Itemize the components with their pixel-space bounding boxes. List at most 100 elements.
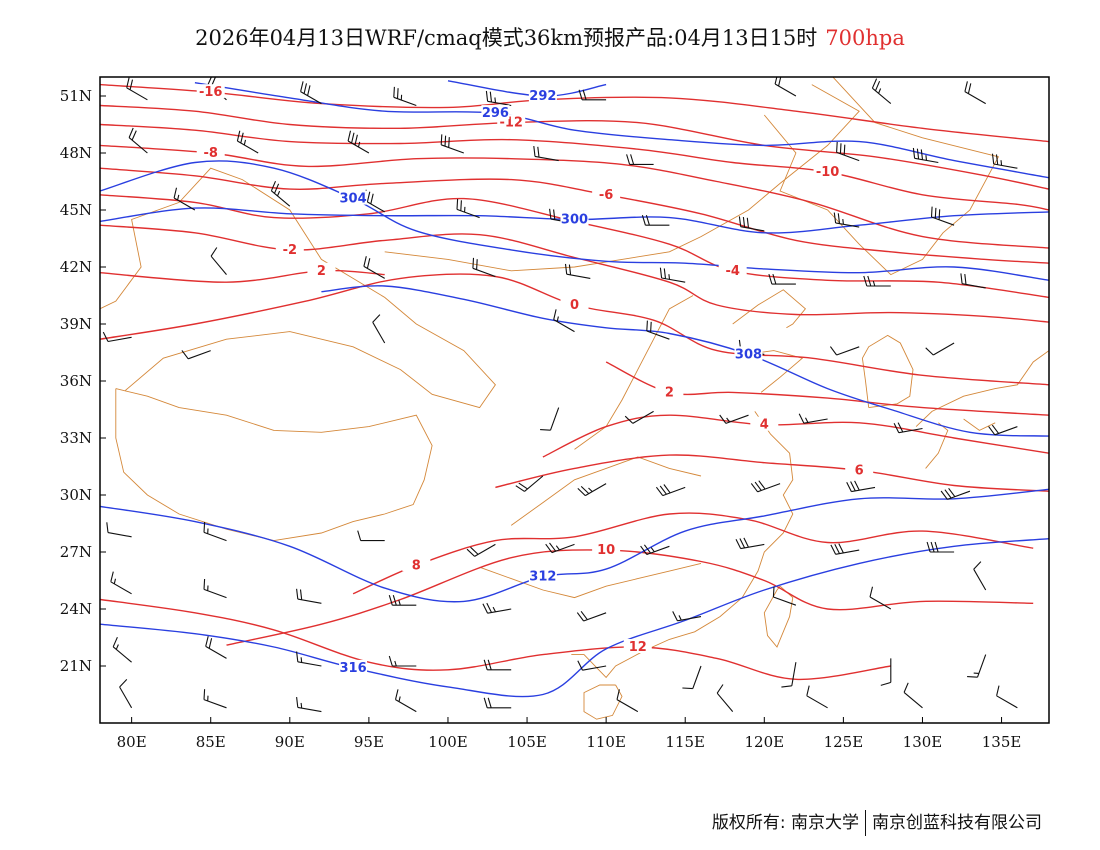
wind-barb [768,273,796,285]
wind-barb [106,522,132,538]
wind-barb [869,586,892,610]
contour-label: 10 [597,543,615,558]
wind-barb [388,655,417,667]
contour-label-bg [750,416,779,431]
wind-barb [646,320,670,340]
footer-separator [865,810,866,836]
wind-barb [772,586,797,606]
height-contours [100,80,1049,698]
wind-barb [540,407,560,431]
wind-barb [372,314,386,344]
contour-line [447,80,607,97]
contour-label-bg [560,297,589,311]
wind-barb [659,267,686,283]
contour-label: 292 [529,89,556,104]
border-line [510,456,702,526]
contour-line [100,123,1049,211]
lon-tick-label: 100E [428,733,468,751]
wind-barb [300,81,322,105]
map-frame [99,76,1050,724]
lat-tick-label: 36N [60,372,92,390]
border-line [100,167,496,409]
wind-barb [930,206,955,226]
wind-barb [735,537,765,550]
lat-tick-label: 39N [60,315,92,333]
wind-barb [846,480,876,493]
lon-tick-label: 125E [824,733,864,751]
lon-tick-label: 85E [196,733,226,751]
wind-barb [576,610,607,622]
lat-tick-label: 51N [60,87,92,105]
border-line [384,84,860,272]
lon-tick-label: 130E [903,733,943,751]
contour-labels: -16 -12 -10 -8 -6 -4 -2 0 2 2 4 6 8 10 12 296 292 300 304 3… [196,84,874,676]
contour-label-bg [592,542,621,557]
wind-barb [472,257,496,278]
wind-barb [829,346,860,356]
wind-barb [205,636,227,659]
border-line [732,289,807,329]
contour-label: 316 [339,661,366,676]
lon-tick-label: 110E [586,733,626,751]
wind-barb [485,90,512,107]
contour-line [100,488,1049,603]
contour-label-bg [560,211,589,226]
wind-barb [203,689,227,709]
wind-barb [578,89,607,101]
lon-tick-label: 90E [275,733,305,751]
wind-barb [393,86,417,107]
contour-label-bg [481,105,510,120]
contour-line [352,512,1034,595]
wind-barb [203,521,227,542]
wind-barb [545,542,575,554]
wind-barb [394,689,417,713]
wind-barb [655,484,686,497]
border-line [745,350,804,393]
wind-barb [564,263,591,279]
contour-line [495,454,1049,492]
border-line [963,418,996,431]
wind-barb [991,153,1018,169]
lat-tick-label: 42N [60,258,92,276]
wind-barb [903,682,923,709]
wind-barb [964,81,986,105]
wind-barb [996,685,1018,709]
contour-label: 2 [317,264,326,279]
wind-barb [296,651,322,667]
contour-label-bg [339,659,368,674]
wind-barb [110,571,132,595]
contour-label-bg [275,241,304,256]
contour-label-bg [196,84,225,99]
wind-barbs [102,77,1018,713]
wind-barb [925,342,955,356]
lat-tick-label: 27N [60,543,92,561]
latitude-axis: 51N 48N 45N 42N 39N 36N 33N 30N 27N 24N 21N [60,87,106,675]
wind-barb [960,273,986,289]
wind-barb [357,530,385,542]
contour-label: 4 [760,418,769,433]
wind-barb [296,588,322,604]
contour-label: 296 [482,106,509,121]
map-title: 2026年04月13日WRF/cmaq模式36km预报产品:04月13日15时 7… [0,22,1100,52]
contour-label: -8 [203,146,217,161]
lat-tick-label: 21N [60,657,92,675]
contour-label-bg [592,186,621,201]
contour-label-bg [339,190,368,205]
wind-barb [347,130,370,154]
wind-barb [672,611,702,622]
border-line [915,350,1049,427]
wind-barb [988,424,1018,436]
contour-line [542,414,1049,458]
wind-barb [270,180,291,207]
contour-label: -2 [283,243,297,258]
wind-barb [126,77,148,101]
contour-label: 8 [412,558,421,573]
lat-tick-label: 45N [60,201,92,219]
border-line [925,422,949,469]
contour-line [100,538,1049,698]
wind-barb [119,679,133,709]
wind-barb [880,658,892,686]
wind-barb [750,480,781,493]
contour-label-bg [307,262,336,277]
